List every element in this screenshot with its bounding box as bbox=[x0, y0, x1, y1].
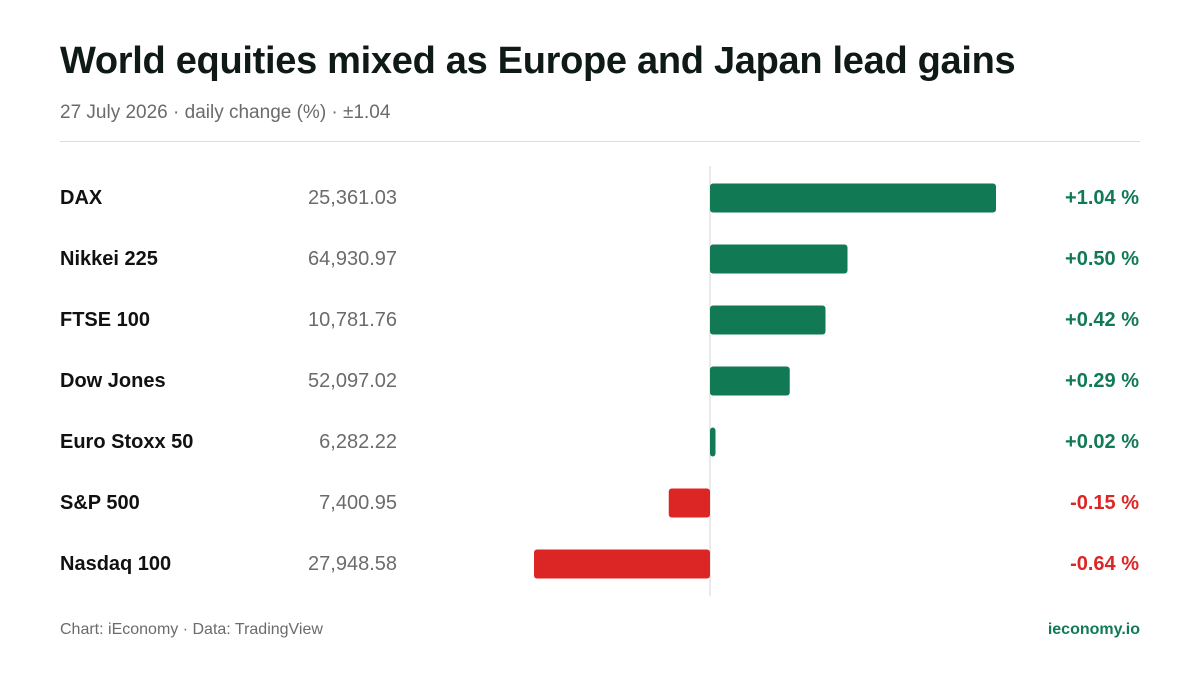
index-level-label: 7,400.95 bbox=[319, 492, 397, 514]
index-level-label: 25,361.03 bbox=[308, 187, 397, 209]
index-level-label: 64,930.97 bbox=[308, 248, 397, 270]
index-name-label: DAX bbox=[60, 187, 103, 209]
change-bar bbox=[710, 427, 716, 457]
index-level-label: 52,097.02 bbox=[308, 370, 397, 392]
index-level-label: 27,948.58 bbox=[308, 553, 397, 575]
chart-subtitle: 27 July 2026 · daily change (%) · ±1.04 bbox=[60, 102, 391, 123]
change-bar bbox=[710, 244, 848, 274]
change-bar bbox=[668, 488, 710, 518]
change-bar bbox=[710, 366, 790, 396]
index-name-label: Euro Stoxx 50 bbox=[60, 431, 193, 453]
header-divider bbox=[60, 141, 1140, 142]
index-name-label: S&P 500 bbox=[60, 492, 140, 514]
change-bar bbox=[534, 549, 710, 579]
index-name-label: Nasdaq 100 bbox=[60, 553, 171, 575]
change-bar bbox=[710, 305, 826, 335]
change-value-label: +0.42 % bbox=[1065, 309, 1139, 331]
change-value-label: -0.64 % bbox=[1070, 553, 1139, 575]
change-value-label: +1.04 % bbox=[1065, 187, 1139, 209]
brand-link[interactable]: ieconomy.io bbox=[1047, 621, 1140, 638]
chart-source: Chart: iEconomy · Data: TradingView bbox=[60, 621, 323, 638]
change-bar bbox=[710, 183, 996, 213]
change-value-label: -0.15 % bbox=[1070, 492, 1139, 514]
index-name-label: Nikkei 225 bbox=[60, 248, 158, 270]
index-name-label: Dow Jones bbox=[60, 370, 166, 392]
change-value-label: +0.50 % bbox=[1065, 248, 1139, 270]
index-level-label: 6,282.22 bbox=[319, 431, 397, 453]
chart-title: World equities mixed as Europe and Japan… bbox=[60, 40, 1016, 82]
index-level-label: 10,781.76 bbox=[308, 309, 397, 331]
index-name-label: FTSE 100 bbox=[60, 309, 150, 331]
change-value-label: +0.02 % bbox=[1065, 431, 1139, 453]
change-value-label: +0.29 % bbox=[1065, 370, 1139, 392]
